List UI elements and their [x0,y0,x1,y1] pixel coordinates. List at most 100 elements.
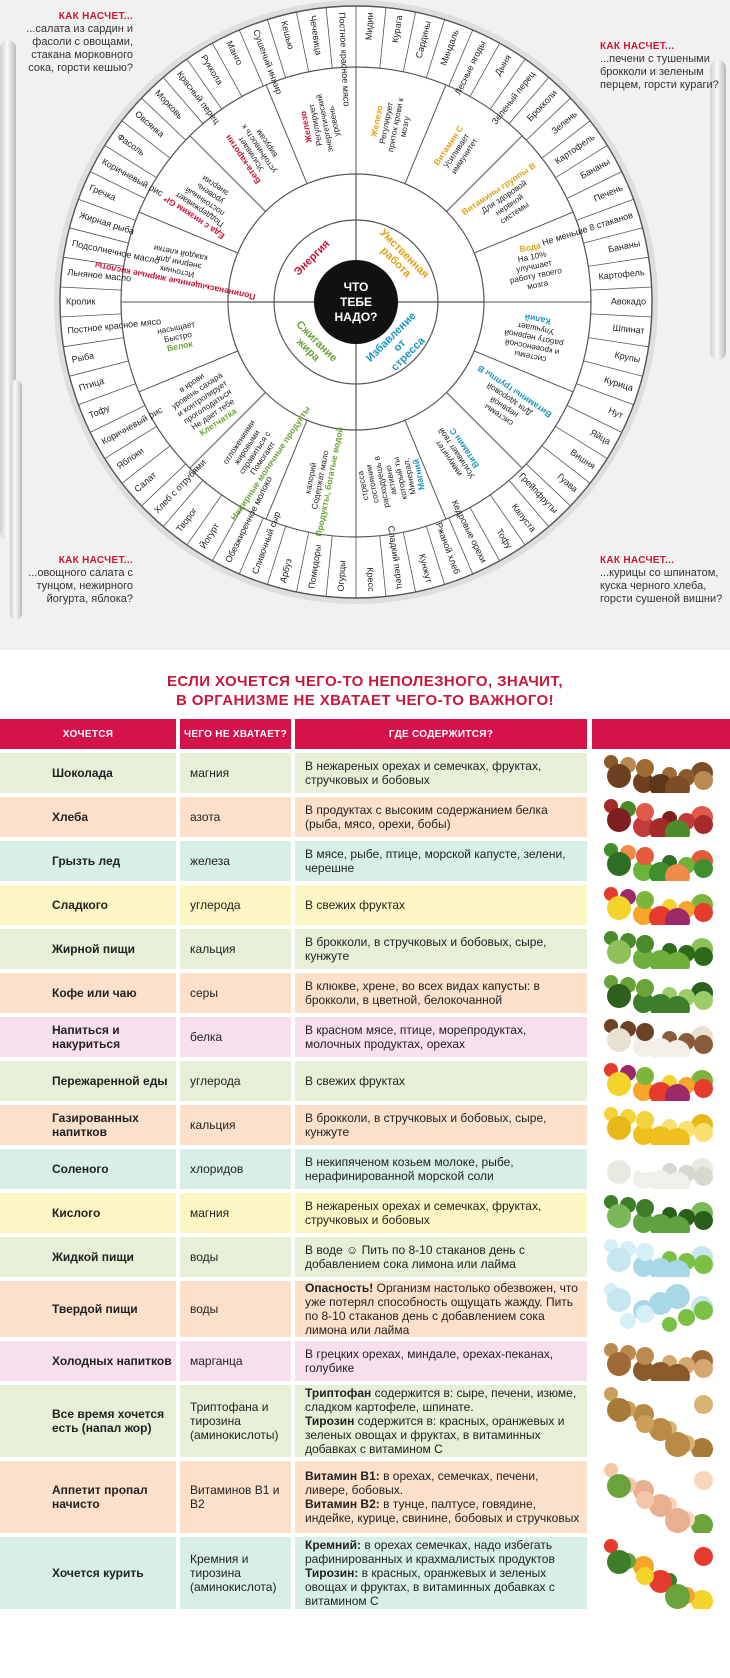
photo-shape [607,1116,631,1140]
nutrient-divider [189,392,266,469]
food-divider [141,463,186,507]
photo-shape [665,1172,690,1189]
food-divider [425,526,445,585]
photo-shape [620,1313,636,1329]
photo-shape [607,1474,631,1498]
craving-cell: Соленого [0,1149,176,1189]
photo-shape [633,1168,654,1189]
photo-shape [665,1084,690,1101]
nutrient-divider [265,84,308,184]
source-plain: В нежареных орехах и семечках, фруктах, … [305,759,542,787]
craving-cell-text: Жирной пищи [52,942,135,956]
lack-cell-text: Триптофана и тирозина (аминокислоты) [190,1400,279,1442]
photo-shape [607,1398,631,1422]
photo-shape [607,1028,631,1052]
food-divider [63,337,124,348]
food-divider [508,77,550,124]
source-paragraph: В грецких орехах, миндале, орехах-пекана… [305,1347,581,1375]
food-label: Картофель [598,267,645,282]
food-divider [555,425,608,459]
food-divider [162,77,204,124]
photo-shape [694,991,713,1010]
food-divider [162,480,204,527]
lack-cell-text: серы [190,986,218,1000]
photo-shape [665,1584,690,1609]
table-row: Шоколада магния В нежареных орехах и семеч… [0,751,730,795]
food-photo-chicken [592,1461,728,1533]
food-divider [69,227,129,244]
source-plain: в орехах семечках, надо избегать рафинир… [305,1538,555,1566]
craving-cell: Шоколада [0,753,176,793]
source-plain: Организм настолько обезвожен, что уже по… [305,1281,578,1337]
craving-cell-text: Все время хочется есть (напал жор) [52,1407,165,1435]
headline-line-1: ЕСЛИ ХОЧЕТСЯ ЧЕГО-ТО НЕПОЛЕЗНОГО, ЗНАЧИТ… [167,673,563,690]
source-paragraph: В красном мясе, птице, морепродуктах, мо… [305,1023,581,1051]
photo-shape [636,1305,654,1323]
craving-cell-text: Твердой пищи [52,1302,138,1316]
source-cell: В брокколи, в стручковых и бобовых, сыре… [295,929,587,969]
photo-shape [636,1347,654,1365]
table-row: Аппетит пропал начисто Витаминов В1 и В2 В… [0,1459,730,1535]
photo-shape [691,1590,713,1609]
food-divider [325,7,333,69]
photo-shape [633,1080,654,1101]
photo-shape [607,1160,631,1184]
food-divider [489,494,526,546]
photo-shape [694,903,713,922]
source-cell: В нежареных орехах и семечках, фруктах, … [295,753,587,793]
nutrient-divider [189,135,266,212]
food-divider [590,286,652,291]
source-plain: В воде ☺ Пить по 8-10 стаканов день с до… [305,1243,525,1271]
source-plain: В грецких орехах, миндале, орехах-пекана… [305,1347,554,1375]
photo-shape [636,1199,654,1217]
craving-cell-text: Сладкого [52,898,108,912]
lack-cell-text: углерода [190,898,241,912]
food-divider [555,145,608,179]
food-divider [121,120,171,159]
food-divider [267,526,287,585]
craving-cell-text: Аппетит пропал начисто [52,1483,148,1511]
source-paragraph: В брокколи, в стручковых и бобовых, сыре… [305,1111,581,1139]
lack-cell-text: железа [190,854,230,868]
source-text: В клюкве, хрене, во всех видах капусты: … [305,979,581,1007]
photo-shape [694,815,713,834]
food-divider [212,507,243,562]
source-text: В брокколи, в стручковых и бобовых, сыре… [305,1111,581,1139]
food-divider [583,227,643,244]
lack-cell: серы [180,973,291,1013]
food-divider [238,517,264,575]
food-divider [267,19,287,78]
source-text: В свежих фруктах [305,898,405,912]
lack-cell: углерода [180,885,291,925]
food-divider [526,97,571,141]
food-divider [186,494,223,546]
photo-shape [665,776,690,793]
lack-cell: кальция [180,929,291,969]
photo-shape [633,904,654,925]
source-text: В нежареных орехах и семечках, фруктах, … [305,759,581,787]
corner-heading: КАК НАСЧЕТ... [58,555,133,566]
photo-shape [636,1567,654,1585]
craving-cell: Пережаренной еды [0,1061,176,1101]
header-source: ГДЕ СОДЕРЖИТСЯ? [295,719,587,749]
table-row: Пережаренной еды углерода В свежих фруктах [0,1059,730,1103]
photo-shape [636,1155,654,1173]
source-cell: В брокколи, в стручковых и бобовых, сыре… [295,1105,587,1145]
food-divider [508,480,550,527]
source-cell: В красном мясе, птице, морепродуктах, мо… [295,1017,587,1057]
table-row: Грызть лед железа В мясе, рыбе, птице, мор… [0,839,730,883]
source-paragraph: Тирозин содержится в: красных, оранжевых… [305,1414,581,1456]
food-label: Авокадо [611,296,646,306]
food-photo-coconut [592,1017,728,1057]
lack-cell: марганца [180,1341,291,1381]
source-cell: Опасность! Организм настолько обезвожен,… [295,1281,587,1337]
table-row: Кофе или чаю серы В клюкве, хрене, во всех… [0,971,730,1015]
lack-cell-text: магния [190,1206,230,1220]
photo-shape [636,803,654,821]
source-plain: В мясе, рыбе, птице, морской капусте, зе… [305,847,566,875]
lack-cell: воды [180,1237,291,1277]
lack-cell: железа [180,841,291,881]
source-cell: В свежих фруктах [295,885,587,925]
photo-shape [636,891,654,909]
